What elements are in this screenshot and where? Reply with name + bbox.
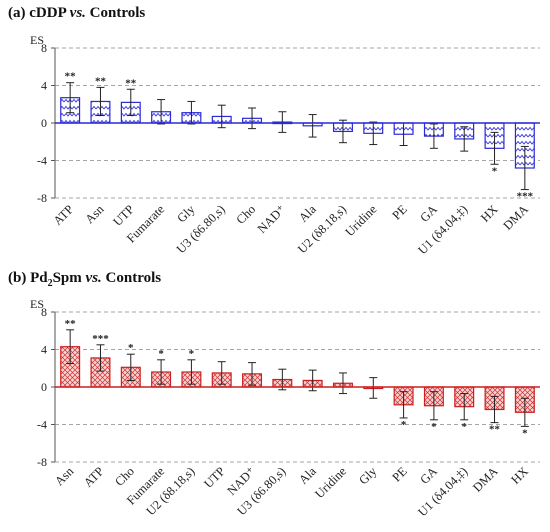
x-tick-label-b: Gly bbox=[356, 464, 380, 488]
significance-label-a: ** bbox=[125, 77, 137, 89]
y-tick-label-b: -4 bbox=[37, 418, 47, 432]
y-tick-label-b: 0 bbox=[41, 380, 47, 394]
significance-label-a: * bbox=[492, 165, 498, 177]
significance-label-b: * bbox=[189, 348, 195, 360]
x-tick-label-b: HX bbox=[508, 464, 531, 487]
y-tick-label-a: 0 bbox=[41, 116, 47, 130]
panel-b-title-rest: Controls bbox=[105, 270, 162, 286]
panel-a-title-rest: Controls bbox=[89, 5, 146, 21]
panel-a-title-vs: vs. bbox=[69, 5, 86, 21]
panel-a-title-label: (a) cDDP bbox=[8, 5, 66, 21]
significance-label-a: ** bbox=[95, 75, 107, 87]
y-tick-label-b: 4 bbox=[41, 343, 47, 357]
x-tick-label-b: PE bbox=[389, 464, 409, 484]
y-tick-label-a: -4 bbox=[37, 154, 47, 168]
significance-label-b: * bbox=[522, 427, 528, 439]
panel-b-title-subscript: 2 bbox=[47, 278, 53, 289]
x-tick-label-b: ATP bbox=[81, 464, 107, 490]
significance-label-b: * bbox=[128, 342, 134, 354]
x-tick-label-b: Cho bbox=[112, 464, 137, 489]
x-tick-label-b: UTP bbox=[201, 464, 228, 491]
y-tick-label-b: 8 bbox=[41, 305, 47, 319]
y-axis-label-a: ES bbox=[30, 33, 44, 47]
significance-label-a: *** bbox=[517, 191, 534, 203]
significance-label-b: * bbox=[431, 421, 437, 433]
x-tick-label-b: DMA bbox=[470, 464, 501, 495]
y-tick-label-a: -8 bbox=[37, 191, 47, 205]
significance-label-b: * bbox=[158, 348, 164, 360]
significance-label-b: * bbox=[401, 419, 407, 431]
y-tick-label-a: 8 bbox=[41, 41, 47, 55]
panel-b-title: (b) Pd2Spm vs. Controls bbox=[8, 270, 161, 289]
significance-label-b: ** bbox=[489, 424, 501, 436]
panel-b-title-mid: Spm bbox=[52, 270, 82, 286]
panel-b-title-vs: vs. bbox=[85, 270, 102, 286]
x-tick-label-b: Ala bbox=[296, 464, 319, 487]
x-tick-label-b: GA bbox=[417, 464, 440, 487]
panel-b-title-label: (b) Pd bbox=[8, 270, 48, 286]
y-tick-label-b: -8 bbox=[37, 455, 47, 469]
panel-a-title: (a) cDDP vs. Controls bbox=[8, 5, 145, 22]
y-tick-label-a: 4 bbox=[41, 79, 47, 93]
x-tick-label-b: Uridine bbox=[312, 464, 349, 501]
significance-label-a: ** bbox=[65, 71, 77, 83]
significance-label-b: ** bbox=[65, 318, 77, 330]
significance-label-b: *** bbox=[92, 333, 109, 345]
y-axis-label-b: ES bbox=[30, 297, 44, 311]
significance-label-b: * bbox=[461, 421, 467, 433]
x-tick-label-b: Asn bbox=[52, 464, 77, 489]
